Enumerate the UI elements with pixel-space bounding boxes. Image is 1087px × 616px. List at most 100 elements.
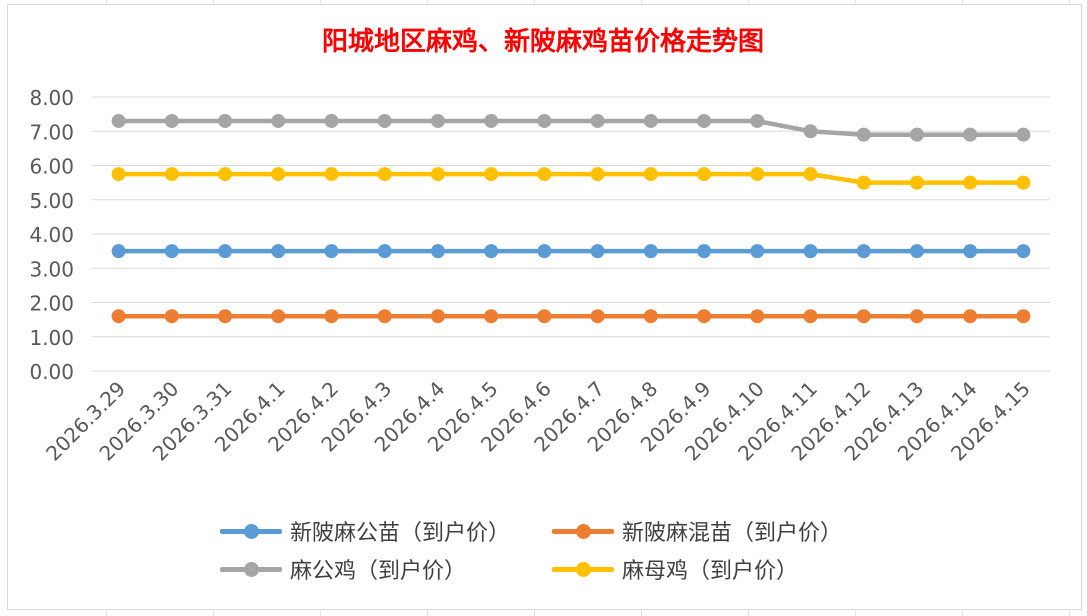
series-line	[116, 171, 1026, 185]
gridlines	[92, 96, 1050, 372]
data-point[interactable]	[218, 113, 233, 128]
data-point[interactable]	[750, 113, 765, 128]
data-point[interactable]	[324, 167, 339, 182]
data-point[interactable]	[377, 309, 392, 324]
legend-item-series-3[interactable]: 麻母鸡（到户价）	[552, 554, 798, 584]
data-point[interactable]	[856, 127, 871, 142]
data-point[interactable]	[697, 113, 712, 128]
data-point[interactable]	[697, 244, 712, 259]
data-point[interactable]	[271, 244, 286, 259]
data-point[interactable]	[218, 244, 233, 259]
series-2	[111, 113, 1031, 142]
chart-title: 阳城地区麻鸡、新陂麻鸡苗价格走势图	[322, 26, 764, 57]
data-point[interactable]	[377, 167, 392, 182]
legend-item-series-0[interactable]: 新陂麻公苗（到户价）	[220, 516, 510, 546]
data-point[interactable]	[164, 113, 179, 128]
data-point[interactable]	[537, 309, 552, 324]
data-point[interactable]	[111, 167, 126, 182]
series-3	[111, 167, 1031, 190]
legend-marker-icon	[220, 516, 282, 546]
data-point[interactable]	[271, 167, 286, 182]
data-point[interactable]	[750, 167, 765, 182]
data-point[interactable]	[803, 244, 818, 259]
legend-label: 新陂麻混苗（到户价）	[622, 521, 843, 546]
data-point[interactable]	[430, 113, 445, 128]
data-point[interactable]	[484, 309, 499, 324]
data-point[interactable]	[590, 309, 605, 324]
data-point[interactable]	[697, 309, 712, 324]
y-tick-label: 3.00	[29, 257, 74, 281]
y-tick-label: 6.00	[29, 155, 74, 179]
data-point[interactable]	[590, 167, 605, 182]
y-axis-labels: 0.00 1.00 2.00 3.00 4.00 5.00 6.00 7.00 8.00	[29, 86, 74, 384]
legend-item-series-1[interactable]: 新陂麻混苗（到户价）	[552, 516, 842, 546]
data-point[interactable]	[430, 309, 445, 324]
data-point[interactable]	[856, 244, 871, 259]
data-point[interactable]	[750, 309, 765, 324]
legend-item-series-2[interactable]: 麻公鸡（到户价）	[220, 554, 466, 584]
data-point[interactable]	[856, 309, 871, 324]
series-0	[111, 244, 1031, 259]
data-point[interactable]	[271, 309, 286, 324]
series-line	[116, 118, 1026, 137]
data-point[interactable]	[963, 309, 978, 324]
data-point[interactable]	[856, 175, 871, 190]
legend-label: 新陂麻公苗（到户价）	[290, 521, 511, 546]
data-point[interactable]	[430, 167, 445, 182]
data-point[interactable]	[324, 113, 339, 128]
chart-area[interactable]	[7, 4, 1082, 610]
series-1	[111, 309, 1031, 324]
data-point[interactable]	[377, 244, 392, 259]
data-point[interactable]	[537, 167, 552, 182]
data-point[interactable]	[803, 124, 818, 139]
data-point[interactable]	[643, 113, 658, 128]
data-point[interactable]	[218, 309, 233, 324]
data-point[interactable]	[164, 309, 179, 324]
x-axis-labels: 2026.3.292026.3.302026.3.312026.4.12026.…	[41, 377, 1035, 466]
data-point[interactable]	[1016, 127, 1031, 142]
legend-label: 麻母鸡（到户价）	[622, 559, 799, 584]
data-point[interactable]	[590, 244, 605, 259]
data-point[interactable]	[484, 167, 499, 182]
data-point[interactable]	[909, 175, 924, 190]
data-point[interactable]	[909, 309, 924, 324]
data-point[interactable]	[643, 167, 658, 182]
data-point[interactable]	[643, 244, 658, 259]
data-point[interactable]	[164, 167, 179, 182]
data-point[interactable]	[537, 113, 552, 128]
data-point[interactable]	[909, 244, 924, 259]
y-tick-label: 2.00	[29, 292, 74, 316]
data-point[interactable]	[1016, 309, 1031, 324]
data-point[interactable]	[111, 244, 126, 259]
data-point[interactable]	[377, 113, 392, 128]
data-point[interactable]	[963, 175, 978, 190]
y-tick-label: 8.00	[29, 86, 74, 110]
data-point[interactable]	[218, 167, 233, 182]
data-point[interactable]	[803, 309, 818, 324]
y-tick-label: 1.00	[29, 326, 74, 350]
y-tick-label: 4.00	[29, 223, 74, 247]
data-point[interactable]	[111, 113, 126, 128]
data-point[interactable]	[484, 244, 499, 259]
data-point[interactable]	[963, 127, 978, 142]
data-point[interactable]	[803, 167, 818, 182]
y-tick-label: 0.00	[29, 360, 74, 384]
data-point[interactable]	[963, 244, 978, 259]
data-point[interactable]	[271, 113, 286, 128]
data-point[interactable]	[697, 167, 712, 182]
data-point[interactable]	[1016, 175, 1031, 190]
data-point[interactable]	[484, 113, 499, 128]
data-point[interactable]	[643, 309, 658, 324]
data-point[interactable]	[324, 309, 339, 324]
data-point[interactable]	[164, 244, 179, 259]
data-point[interactable]	[430, 244, 445, 259]
data-point[interactable]	[750, 244, 765, 259]
data-point[interactable]	[590, 113, 605, 128]
data-point[interactable]	[537, 244, 552, 259]
data-point[interactable]	[111, 309, 126, 324]
data-point[interactable]	[1016, 244, 1031, 259]
data-point[interactable]	[909, 127, 924, 142]
legend-marker-icon	[552, 554, 614, 584]
data-point[interactable]	[324, 244, 339, 259]
